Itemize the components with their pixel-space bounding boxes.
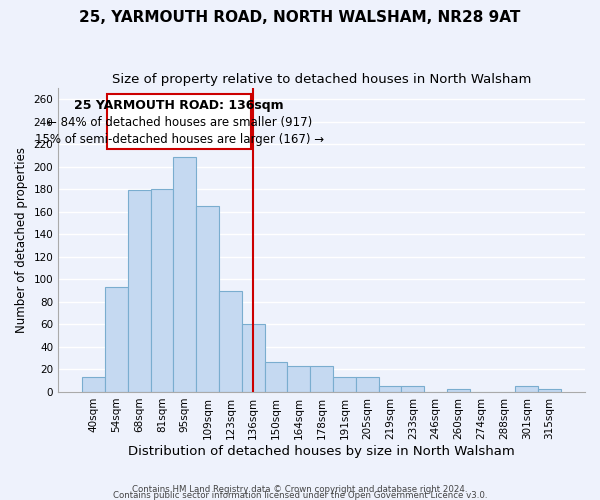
Bar — [242, 324, 265, 392]
FancyBboxPatch shape — [107, 94, 251, 149]
Text: Contains public sector information licensed under the Open Government Licence v3: Contains public sector information licen… — [113, 490, 487, 500]
Bar — [219, 290, 242, 392]
Bar — [447, 388, 470, 392]
Bar — [105, 288, 128, 392]
Bar — [538, 388, 561, 392]
Bar — [196, 206, 219, 392]
Bar — [151, 190, 173, 392]
Bar — [173, 156, 196, 392]
Bar — [265, 362, 287, 392]
Bar — [287, 366, 310, 392]
Text: 15% of semi-detached houses are larger (167) →: 15% of semi-detached houses are larger (… — [35, 133, 324, 146]
Bar — [82, 378, 105, 392]
Y-axis label: Number of detached properties: Number of detached properties — [15, 147, 28, 333]
X-axis label: Distribution of detached houses by size in North Walsham: Distribution of detached houses by size … — [128, 444, 515, 458]
Bar — [515, 386, 538, 392]
Text: 25 YARMOUTH ROAD: 136sqm: 25 YARMOUTH ROAD: 136sqm — [74, 100, 284, 112]
Text: 25, YARMOUTH ROAD, NORTH WALSHAM, NR28 9AT: 25, YARMOUTH ROAD, NORTH WALSHAM, NR28 9… — [79, 10, 521, 25]
Text: ← 84% of detached houses are smaller (917): ← 84% of detached houses are smaller (91… — [47, 116, 312, 129]
Bar — [401, 386, 424, 392]
Bar — [356, 378, 379, 392]
Bar — [310, 366, 333, 392]
Bar — [379, 386, 401, 392]
Title: Size of property relative to detached houses in North Walsham: Size of property relative to detached ho… — [112, 72, 531, 86]
Bar — [128, 190, 151, 392]
Text: Contains HM Land Registry data © Crown copyright and database right 2024.: Contains HM Land Registry data © Crown c… — [132, 484, 468, 494]
Bar — [333, 378, 356, 392]
